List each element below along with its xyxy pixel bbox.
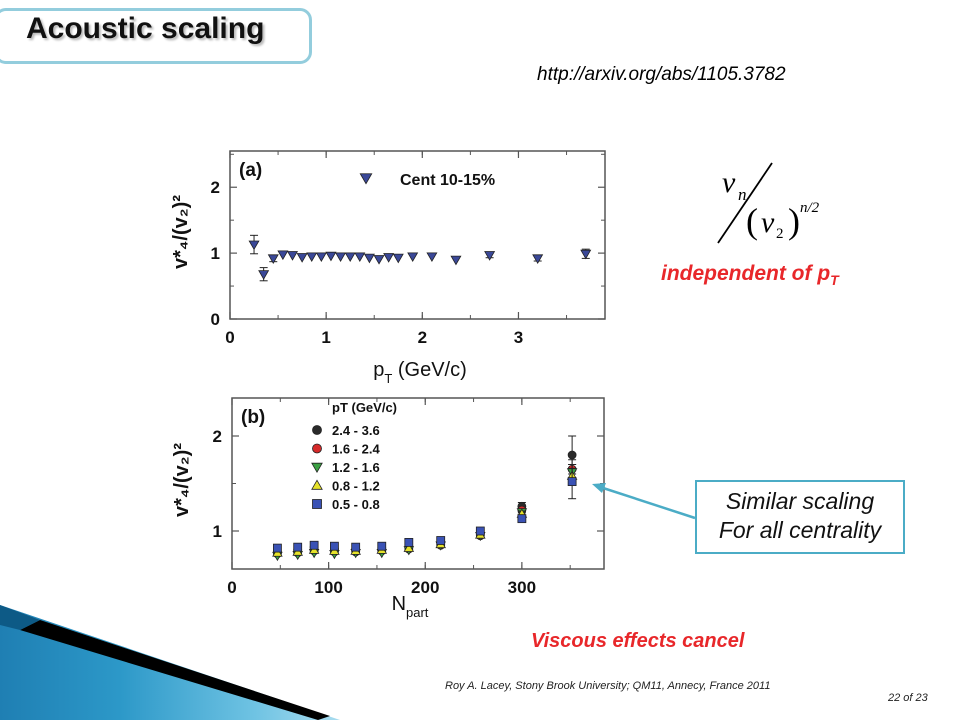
data-point — [296, 253, 308, 263]
formula-numerator-sub: n — [738, 185, 747, 204]
callout-line-2: For all centrality — [718, 517, 882, 543]
data-point — [351, 542, 361, 552]
chart-panel-b: 0 100 200 300 1 2 (b) v*₄/(v₂)² Npart pT (GeV/c) 2… — [171, 397, 605, 620]
data-point — [273, 543, 282, 553]
y-tick-label: 2 — [213, 427, 222, 446]
legend-marker — [311, 462, 323, 473]
formula-slash — [717, 162, 773, 244]
independent-label: independent of pT — [661, 262, 839, 288]
x-tick-label: 300 — [508, 578, 536, 597]
data-point — [377, 541, 387, 551]
legend-label: Cent 10-15% — [400, 172, 495, 189]
data-point — [407, 252, 419, 263]
plot-frame — [229, 150, 606, 320]
data-point — [392, 253, 404, 264]
legend-marker — [312, 499, 322, 509]
data-point — [373, 255, 385, 265]
page-number: 22 of 23 — [888, 692, 928, 704]
x-axis-label: Npart — [392, 593, 429, 620]
formula-close-paren: ) — [788, 201, 800, 241]
legend-marker — [312, 443, 322, 454]
panel-label: (b) — [241, 407, 265, 428]
x-axis-label: pT (GeV/c) — [373, 359, 467, 386]
panel-label: (a) — [239, 160, 262, 181]
data-point — [580, 249, 592, 260]
legend-marker — [311, 479, 323, 490]
legend-marker — [312, 425, 322, 435]
x-tick-label: 200 — [411, 578, 439, 597]
data-point — [248, 240, 260, 251]
legend-label: 1.6 - 2.4 — [332, 442, 380, 457]
data-point — [363, 253, 375, 264]
data-point — [403, 542, 415, 552]
formula-denominator-sub: 2 — [776, 226, 784, 242]
footer-credit: Roy A. Lacey, Stony Brook University; QM… — [445, 680, 771, 692]
x-tick-label: 1 — [321, 328, 330, 347]
data-point — [383, 253, 395, 263]
data-point — [436, 536, 446, 545]
data-point — [306, 252, 318, 263]
x-tick-label: 100 — [314, 578, 342, 597]
formula-denominator: v — [761, 206, 775, 239]
data-point — [404, 538, 414, 547]
legend-marker — [359, 173, 373, 185]
y-tick-label: 2 — [211, 178, 220, 197]
viscous-label: Viscous effects cancel — [531, 630, 745, 652]
independent-sub: T — [830, 272, 839, 289]
data-point — [475, 526, 485, 536]
data-point — [277, 250, 289, 261]
data-point — [293, 542, 303, 552]
x-tick-label: 2 — [418, 328, 427, 347]
y-axis-label: v*₄/(v₂)² — [171, 443, 193, 517]
x-tick-label: 0 — [227, 578, 236, 597]
callout-arrow — [599, 485, 696, 520]
data-point — [484, 251, 496, 261]
data-point — [258, 270, 270, 280]
y-tick-label: 1 — [213, 522, 222, 541]
x-tick-label: 0 — [225, 328, 234, 347]
data-point — [286, 251, 299, 261]
chart-panel-a: 0 1 2 3 0 1 2 (a) v*₄/(v₂)² pT (GeV/c) Cent 10-15% — [170, 150, 606, 386]
data-point — [354, 252, 366, 263]
data-point — [344, 252, 356, 263]
data-point — [426, 252, 438, 263]
data-point — [315, 252, 327, 263]
legend-title: pT (GeV/c) — [332, 400, 397, 415]
data-point — [267, 254, 279, 265]
legend-label: 1.2 - 1.6 — [332, 460, 380, 475]
data-point — [325, 251, 337, 262]
data-point — [532, 254, 544, 265]
y-tick-label: 0 — [211, 310, 220, 329]
slide-title: Acoustic scaling — [26, 12, 265, 45]
arxiv-link[interactable]: http://arxiv.org/abs/1105.3782 — [537, 64, 786, 85]
y-tick-label: 1 — [211, 244, 220, 263]
formula: v n ( v 2 ) n/2 — [717, 162, 820, 244]
data-point — [450, 255, 462, 266]
title-box — [0, 8, 312, 64]
independent-text: independent of p — [661, 262, 831, 285]
callout-arrowhead — [592, 483, 606, 493]
legend-label: 0.8 - 1.2 — [332, 479, 380, 494]
data-point — [335, 252, 347, 263]
data-point — [309, 540, 319, 550]
data-point — [517, 514, 527, 524]
x-tick-label: 3 — [514, 328, 523, 347]
legend-label: 0.5 - 0.8 — [332, 497, 380, 512]
callout-line-1: Similar scaling — [725, 488, 875, 514]
data-point — [330, 541, 339, 551]
formula-exponent: n/2 — [800, 200, 820, 216]
data-point — [567, 477, 577, 487]
plot-frame — [231, 397, 605, 570]
y-axis-label: v*₄/(v₂)² — [170, 195, 192, 269]
formula-numerator: v — [722, 166, 736, 199]
data-point — [567, 450, 577, 460]
legend-label: 2.4 - 3.6 — [332, 423, 380, 438]
formula-open-paren: ( — [746, 201, 758, 241]
callout-box: Similar scaling For all centrality — [695, 480, 905, 554]
